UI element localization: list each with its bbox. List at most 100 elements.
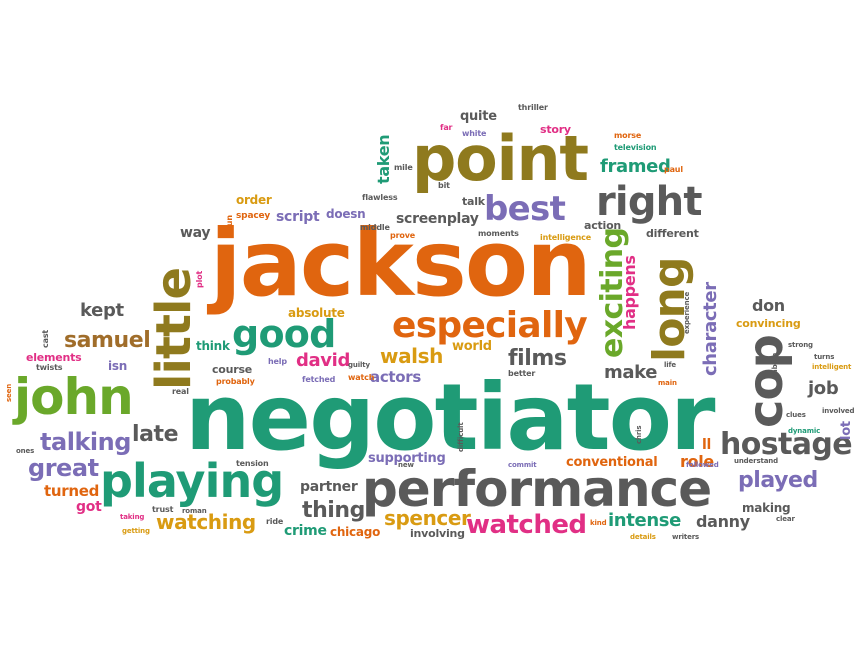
word-quite: quite xyxy=(460,109,497,124)
word-hostage: hostage xyxy=(720,427,853,462)
word-conventional: conventional xyxy=(566,455,658,470)
word-role: role xyxy=(680,452,714,471)
word-far: far xyxy=(440,123,453,132)
word-spencer: spencer xyxy=(384,506,471,530)
word-great: great xyxy=(28,454,99,482)
word-flawless: flawless xyxy=(362,193,398,202)
word-morse: morse xyxy=(614,131,642,140)
word-watch: watch xyxy=(348,373,375,382)
word-involving: involving xyxy=(410,527,465,540)
word-walsh: walsh xyxy=(380,344,443,368)
word-ride: ride xyxy=(266,517,284,526)
word-danny: danny xyxy=(696,512,750,531)
word-best: best xyxy=(484,189,566,229)
word-paul: paul xyxy=(664,165,683,174)
word-chicago: chicago xyxy=(330,525,381,539)
word-dynamic: dynamic xyxy=(788,427,821,435)
word-bit: bit xyxy=(438,181,450,190)
word-action: action xyxy=(584,219,622,232)
word-supporting: supporting xyxy=(368,451,446,466)
word-convincing: convincing xyxy=(736,317,801,330)
word-framed: framed xyxy=(600,156,671,177)
word-trust: trust xyxy=(152,505,174,514)
word-right: right xyxy=(596,179,702,225)
word-elements: elements xyxy=(26,351,82,364)
word-moments: moments xyxy=(478,229,519,238)
word-character: character xyxy=(700,282,721,376)
word-performance: performance xyxy=(362,460,712,518)
word-turns: turns xyxy=(814,353,835,361)
word-run: run xyxy=(225,215,234,230)
word-involved: involved xyxy=(822,407,855,415)
word-order: order xyxy=(236,193,272,207)
word-white: white xyxy=(462,129,487,138)
word-understand: understand xyxy=(734,457,779,465)
word-talk: talk xyxy=(462,195,485,208)
word-taken: taken xyxy=(374,134,393,184)
word-world: world xyxy=(452,339,492,354)
word-intelligence: intelligence xyxy=(540,233,592,242)
word-story: story xyxy=(540,123,571,136)
word-spacey: spacey xyxy=(236,211,271,221)
word-difficult: difficult xyxy=(457,422,465,452)
word-got: got xyxy=(76,499,102,515)
word-played: played xyxy=(738,468,818,493)
word-watched: watched xyxy=(466,510,587,540)
word-doesn: doesn xyxy=(326,207,366,221)
word-followed: followed xyxy=(686,461,719,469)
word-sabian: sabian xyxy=(771,352,779,378)
word-negotiator: negotiator xyxy=(185,364,716,471)
word-mile: mile xyxy=(394,163,413,172)
word-talking: talking xyxy=(40,428,131,456)
word-lot: lot xyxy=(839,421,854,440)
word-happens: happens xyxy=(620,255,639,330)
word-intense: intense xyxy=(608,510,682,531)
word-twists: twists xyxy=(36,363,63,372)
word-don: don xyxy=(752,296,785,315)
word-kind: kind xyxy=(590,519,607,527)
word-intelligent: intelligent xyxy=(812,363,852,371)
word-clues: clues xyxy=(786,411,806,419)
word-experience: experience xyxy=(683,291,691,334)
word-details: details xyxy=(630,533,656,541)
word-good: good xyxy=(232,312,336,356)
word-roman: roman xyxy=(182,507,207,515)
word-chris: chris xyxy=(635,425,643,444)
word-real: real xyxy=(172,387,189,396)
word-ones: ones xyxy=(16,447,35,455)
word-tension: tension xyxy=(236,459,269,468)
word-partner: partner xyxy=(300,479,358,495)
word-thing: thing xyxy=(302,498,365,523)
word-fetched: fetched xyxy=(302,375,336,384)
word-guilty: guilty xyxy=(348,361,370,369)
word-new: new xyxy=(398,461,414,469)
word-playing: playing xyxy=(100,454,284,508)
word-main: main xyxy=(658,379,677,387)
word-kept: kept xyxy=(80,300,124,321)
word-better: better xyxy=(508,369,536,378)
word-samuel: samuel xyxy=(64,328,151,353)
word-strong: strong xyxy=(788,341,813,349)
word-clear: clear xyxy=(776,515,795,523)
word-help: help xyxy=(268,357,287,366)
word-make: make xyxy=(604,362,658,383)
word-plot: plot xyxy=(195,270,204,288)
word-think: think xyxy=(196,339,230,353)
word-getting: getting xyxy=(122,527,150,535)
word-especially: especially xyxy=(392,305,588,346)
word-isn: isn xyxy=(108,359,128,373)
word-commit: commit xyxy=(508,461,537,469)
word-television: television xyxy=(614,143,657,152)
word-way: way xyxy=(180,225,211,241)
word-life: life xyxy=(664,361,677,369)
word-actors: actors xyxy=(370,368,422,386)
word-writers: writers xyxy=(672,533,700,541)
word-crime: crime xyxy=(284,523,327,539)
word-ll: ll xyxy=(702,437,712,453)
word-middle: middle xyxy=(360,223,390,232)
word-david: david xyxy=(296,350,351,371)
word-seen: seen xyxy=(5,383,13,402)
word-point: point xyxy=(412,122,589,195)
word-films: films xyxy=(508,346,567,371)
